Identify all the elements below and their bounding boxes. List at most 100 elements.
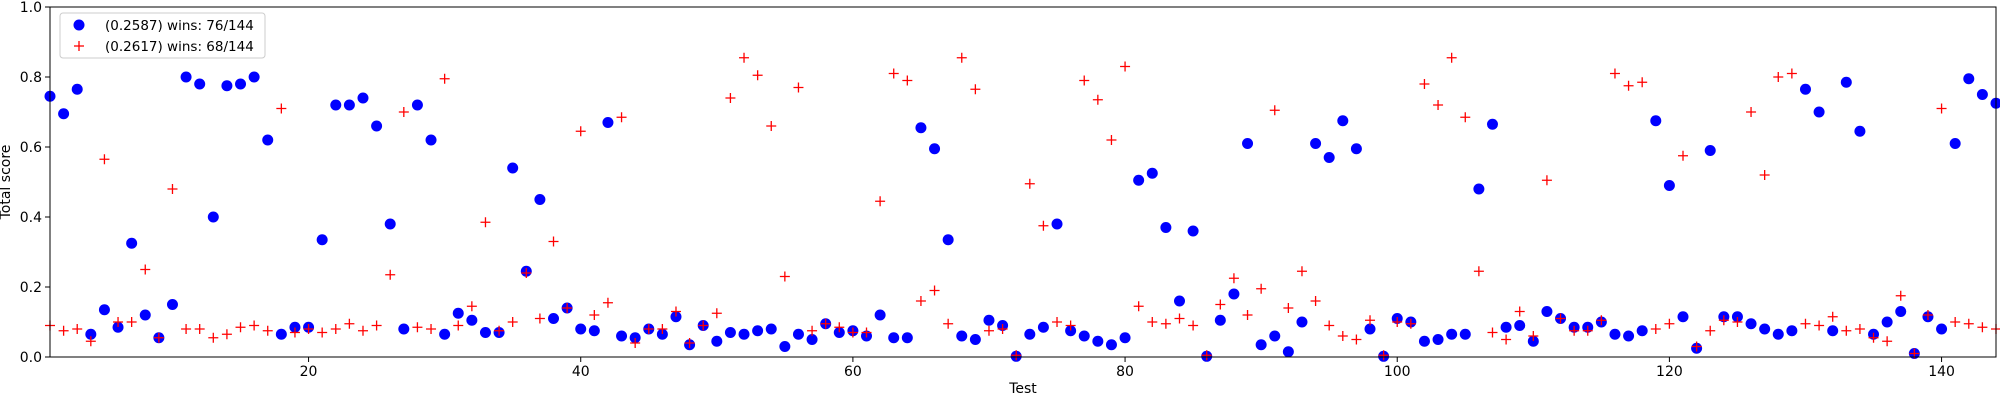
data-point bbox=[656, 328, 668, 340]
data-point bbox=[1269, 105, 1280, 116]
data-point bbox=[1051, 218, 1063, 230]
data-point bbox=[1990, 97, 2000, 109]
data-point bbox=[1187, 225, 1199, 237]
data-point bbox=[453, 320, 464, 331]
data-point bbox=[426, 324, 437, 334]
data-point bbox=[1746, 107, 1757, 117]
data-point bbox=[1705, 325, 1716, 336]
data-point bbox=[1105, 339, 1117, 351]
data-point bbox=[235, 322, 246, 333]
data-point bbox=[1147, 317, 1158, 327]
data-point bbox=[85, 328, 97, 340]
data-point bbox=[1460, 112, 1471, 123]
data-point bbox=[521, 268, 532, 278]
data-point bbox=[221, 329, 232, 340]
data-point bbox=[140, 264, 151, 275]
data-point bbox=[874, 309, 886, 321]
data-point bbox=[629, 332, 641, 344]
data-point bbox=[330, 324, 341, 334]
data-point bbox=[1500, 321, 1512, 333]
y-tick-label: 0.4 bbox=[20, 210, 42, 226]
data-point bbox=[58, 108, 70, 120]
series-2 bbox=[45, 52, 2000, 361]
data-point bbox=[1718, 315, 1729, 326]
data-point bbox=[1827, 311, 1838, 322]
data-point bbox=[956, 330, 968, 342]
x-tick-label: 40 bbox=[572, 364, 590, 380]
data-point bbox=[1174, 313, 1185, 324]
data-point bbox=[956, 52, 967, 63]
data-point bbox=[902, 75, 913, 86]
data-point bbox=[1052, 317, 1063, 327]
plot-frame bbox=[49, 6, 1997, 358]
data-point bbox=[1296, 316, 1308, 328]
data-point bbox=[1976, 89, 1988, 100]
data-point bbox=[1609, 328, 1621, 340]
data-point bbox=[1065, 325, 1077, 337]
data-point bbox=[575, 323, 587, 335]
data-point bbox=[1160, 318, 1171, 329]
data-point bbox=[616, 112, 627, 123]
data-point bbox=[248, 71, 260, 83]
data-point bbox=[1092, 94, 1103, 105]
data-point bbox=[98, 304, 110, 316]
data-point bbox=[1364, 323, 1376, 335]
data-point bbox=[711, 335, 723, 347]
data-point bbox=[262, 325, 273, 336]
data-point bbox=[1977, 322, 1988, 333]
data-point bbox=[698, 320, 709, 331]
data-point bbox=[1881, 316, 1893, 328]
data-point bbox=[1323, 152, 1335, 163]
data-point bbox=[820, 318, 831, 329]
data-point bbox=[1024, 328, 1036, 340]
data-point bbox=[1324, 320, 1335, 331]
data-point bbox=[711, 308, 722, 319]
data-point bbox=[1351, 334, 1362, 345]
data-point bbox=[126, 237, 138, 249]
data-point bbox=[915, 122, 927, 134]
data-point bbox=[915, 296, 926, 306]
data-point bbox=[1337, 115, 1349, 127]
data-point bbox=[1745, 318, 1757, 330]
data-point bbox=[1678, 150, 1689, 161]
data-point bbox=[1283, 303, 1294, 313]
data-point bbox=[888, 68, 899, 79]
data-point bbox=[1418, 335, 1430, 347]
data-point bbox=[834, 322, 845, 333]
data-point bbox=[1392, 317, 1403, 327]
data-point bbox=[548, 236, 559, 247]
data-point bbox=[942, 234, 954, 246]
x-tick-label: 100 bbox=[1384, 364, 1411, 380]
data-point bbox=[330, 99, 342, 111]
data-point bbox=[1228, 288, 1240, 300]
data-point bbox=[112, 321, 124, 333]
data-point bbox=[384, 218, 396, 230]
data-point bbox=[1527, 335, 1539, 347]
data-point bbox=[548, 313, 560, 324]
data-point bbox=[1242, 310, 1253, 320]
data-point bbox=[588, 325, 600, 337]
data-point bbox=[1555, 313, 1566, 324]
data-point bbox=[562, 303, 573, 313]
data-point bbox=[344, 318, 355, 329]
data-point bbox=[1037, 321, 1049, 333]
plot-area bbox=[44, 52, 2000, 362]
data-point bbox=[276, 103, 287, 114]
data-point bbox=[1814, 320, 1825, 331]
data-point bbox=[1310, 138, 1322, 149]
data-point bbox=[479, 327, 491, 338]
data-point bbox=[289, 321, 301, 333]
data-point bbox=[494, 325, 505, 336]
data-point bbox=[807, 325, 818, 336]
data-point bbox=[792, 328, 804, 340]
data-point bbox=[602, 297, 613, 308]
data-point bbox=[765, 323, 777, 335]
data-point bbox=[534, 313, 545, 324]
data-point bbox=[1255, 339, 1267, 351]
data-point bbox=[1310, 296, 1321, 306]
data-point bbox=[1541, 175, 1552, 186]
data-point bbox=[1895, 306, 1907, 317]
data-point bbox=[1936, 323, 1948, 335]
data-point bbox=[1473, 266, 1484, 277]
data-point bbox=[1011, 350, 1022, 361]
